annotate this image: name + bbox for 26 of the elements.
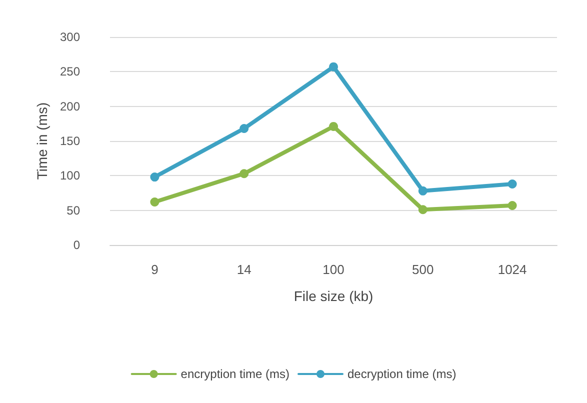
x-axis-title: File size (kb) xyxy=(294,288,374,304)
point xyxy=(240,124,249,134)
x-tick-label: 9 xyxy=(151,262,158,277)
x-tick-label: 500 xyxy=(412,262,434,277)
legend-label: decryption time (ms) xyxy=(348,367,456,381)
x-tick-label: 1024 xyxy=(498,262,527,277)
point xyxy=(418,205,428,214)
point xyxy=(418,186,428,196)
point xyxy=(150,172,160,182)
point xyxy=(240,169,249,178)
x-tick-label: 14 xyxy=(236,262,252,277)
y-tick-label: 250 xyxy=(60,64,80,79)
legend-label: encryption time (ms) xyxy=(180,367,290,381)
point xyxy=(329,122,338,131)
y-tick-label: 150 xyxy=(60,134,80,148)
point xyxy=(508,200,517,210)
y-tick-label: 100 xyxy=(60,168,80,183)
y-tick-label: 300 xyxy=(60,30,80,44)
point xyxy=(508,179,517,188)
y-tick-label: 0 xyxy=(73,238,80,252)
y-axis-title: Time in (ms) xyxy=(34,102,50,180)
y-tick-label: 50 xyxy=(66,203,80,218)
point xyxy=(150,198,160,207)
point xyxy=(329,62,338,72)
x-tick-label: 100 xyxy=(322,262,344,277)
y-tick-label: 200 xyxy=(60,99,80,114)
